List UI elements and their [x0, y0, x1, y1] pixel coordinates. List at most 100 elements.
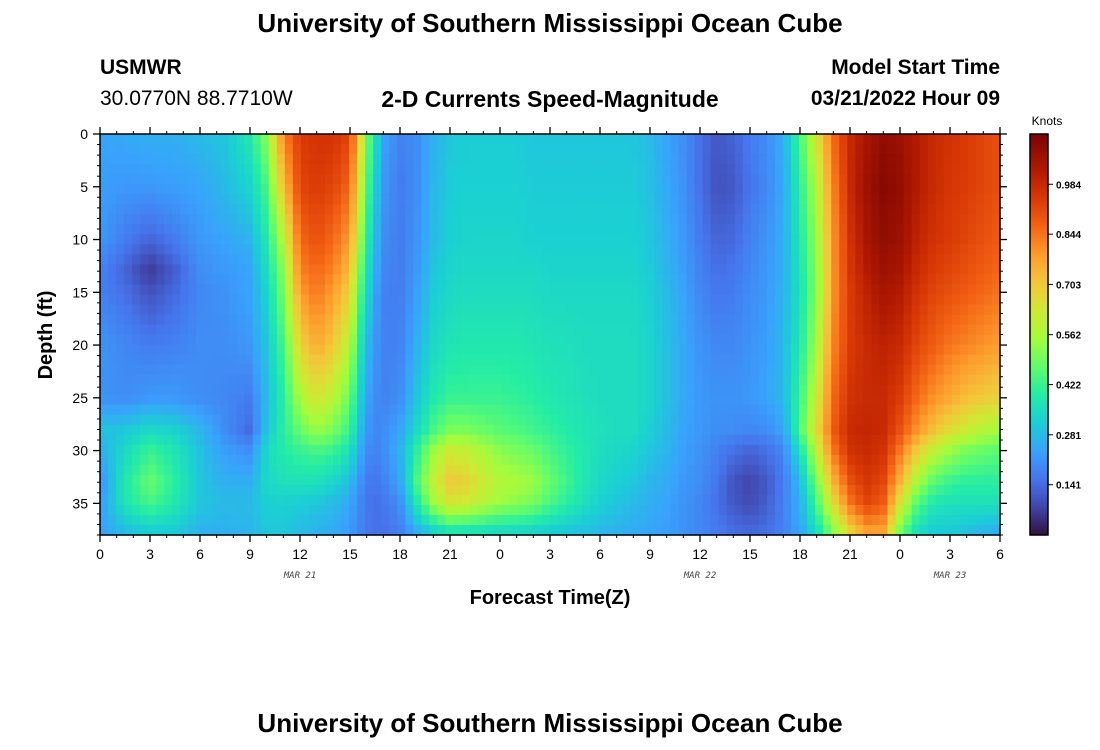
heatmap-cell — [148, 524, 157, 536]
heatmap-cell — [148, 244, 157, 255]
heatmap-cell — [895, 244, 905, 255]
heatmap-cell — [783, 424, 792, 436]
heatmap-cell — [493, 364, 503, 376]
heatmap-cell — [429, 404, 439, 416]
heatmap-cell — [758, 334, 768, 346]
heatmap-cell — [967, 274, 977, 285]
heatmap-cell — [188, 304, 198, 316]
heatmap-cell — [927, 334, 937, 346]
heatmap-cell — [525, 434, 535, 446]
heatmap-cell — [863, 284, 873, 296]
heatmap-cell — [678, 404, 688, 416]
heatmap-cell — [775, 264, 784, 275]
heatmap-cell — [180, 364, 189, 376]
heatmap-cell — [718, 164, 728, 175]
heatmap-cell — [550, 134, 559, 145]
heatmap-cell — [325, 334, 334, 346]
heatmap-cell — [453, 404, 463, 416]
heatmap-cell — [606, 464, 615, 476]
heatmap-cell — [517, 244, 527, 255]
heatmap-cell — [742, 204, 752, 215]
heatmap-cell — [686, 494, 696, 506]
heatmap-cell — [260, 254, 270, 265]
heatmap-cell — [108, 384, 117, 396]
heatmap-cell — [662, 364, 672, 376]
heatmap-cell — [783, 494, 792, 506]
heatmap-cell — [188, 244, 198, 255]
heatmap-cell — [726, 184, 736, 195]
heatmap-cell — [758, 494, 768, 506]
heatmap-cell — [847, 294, 856, 306]
heatmap-cell — [879, 134, 889, 145]
heatmap-cell — [116, 224, 125, 235]
heatmap-cell — [397, 354, 406, 366]
heatmap-cell — [188, 524, 198, 536]
heatmap-cell — [887, 174, 897, 185]
heatmap-cell — [710, 394, 720, 406]
heatmap-cell — [895, 524, 905, 536]
heatmap-cell — [550, 524, 559, 536]
heatmap-cell — [758, 454, 768, 466]
heatmap-cell — [525, 214, 535, 225]
heatmap-cell — [325, 324, 334, 336]
heatmap-cell — [991, 524, 1001, 536]
heatmap-cell — [686, 164, 696, 175]
heatmap-cell — [148, 144, 157, 155]
heatmap-cell — [646, 164, 656, 175]
heatmap-cell — [566, 524, 575, 536]
heatmap-cell — [694, 414, 704, 426]
heatmap-cell — [188, 234, 198, 245]
heatmap-cell — [847, 244, 856, 255]
heatmap-cell — [799, 364, 808, 376]
heatmap-cell — [533, 364, 543, 376]
heatmap-cell — [903, 144, 913, 155]
heatmap-cell — [646, 354, 656, 366]
heatmap-cell — [236, 154, 246, 165]
heatmap-cell — [220, 304, 230, 316]
heatmap-cell — [469, 324, 479, 336]
heatmap-cell — [421, 424, 431, 436]
heatmap-cell — [485, 294, 495, 306]
heatmap-cell — [244, 314, 254, 326]
heatmap-cell — [823, 174, 832, 185]
heatmap-cell — [967, 364, 977, 376]
heatmap-cell — [622, 234, 631, 245]
heatmap-cell — [188, 414, 198, 426]
heatmap-cell — [180, 274, 189, 285]
heatmap-cell — [654, 164, 664, 175]
y-tick-label: 30 — [72, 443, 88, 459]
heatmap-cell — [493, 484, 503, 496]
y-axis-title: Depth (ft) — [35, 291, 57, 380]
heatmap-cell — [172, 484, 181, 496]
heatmap-cell — [220, 144, 230, 155]
heatmap-cell — [196, 434, 206, 446]
heatmap-cell — [791, 414, 800, 426]
heatmap-cell — [558, 164, 567, 175]
heatmap-cell — [895, 254, 905, 265]
heatmap-cell — [300, 354, 310, 366]
heatmap-cell — [365, 144, 374, 155]
heatmap-cell — [614, 454, 623, 466]
heatmap-cell — [670, 434, 680, 446]
heatmap-cell — [678, 484, 688, 496]
heatmap-cell — [903, 264, 913, 275]
heatmap-cell — [284, 444, 294, 456]
heatmap-cell — [678, 374, 688, 386]
heatmap-cell — [413, 364, 423, 376]
heatmap-cell — [397, 264, 406, 275]
heatmap-cell — [501, 274, 511, 285]
heatmap-cell — [702, 344, 712, 356]
heatmap-cell — [477, 384, 487, 396]
heatmap-cell — [493, 134, 503, 145]
heatmap-cell — [686, 344, 696, 356]
heatmap-cell — [413, 414, 423, 426]
heatmap-cell — [405, 284, 414, 296]
heatmap-cell — [284, 494, 294, 506]
heatmap-cell — [421, 194, 431, 205]
heatmap-cell — [381, 304, 390, 316]
heatmap-cell — [758, 244, 768, 255]
heatmap-cell — [252, 424, 262, 436]
heatmap-cell — [614, 434, 623, 446]
heatmap-cell — [196, 234, 206, 245]
heatmap-cell — [742, 194, 752, 205]
